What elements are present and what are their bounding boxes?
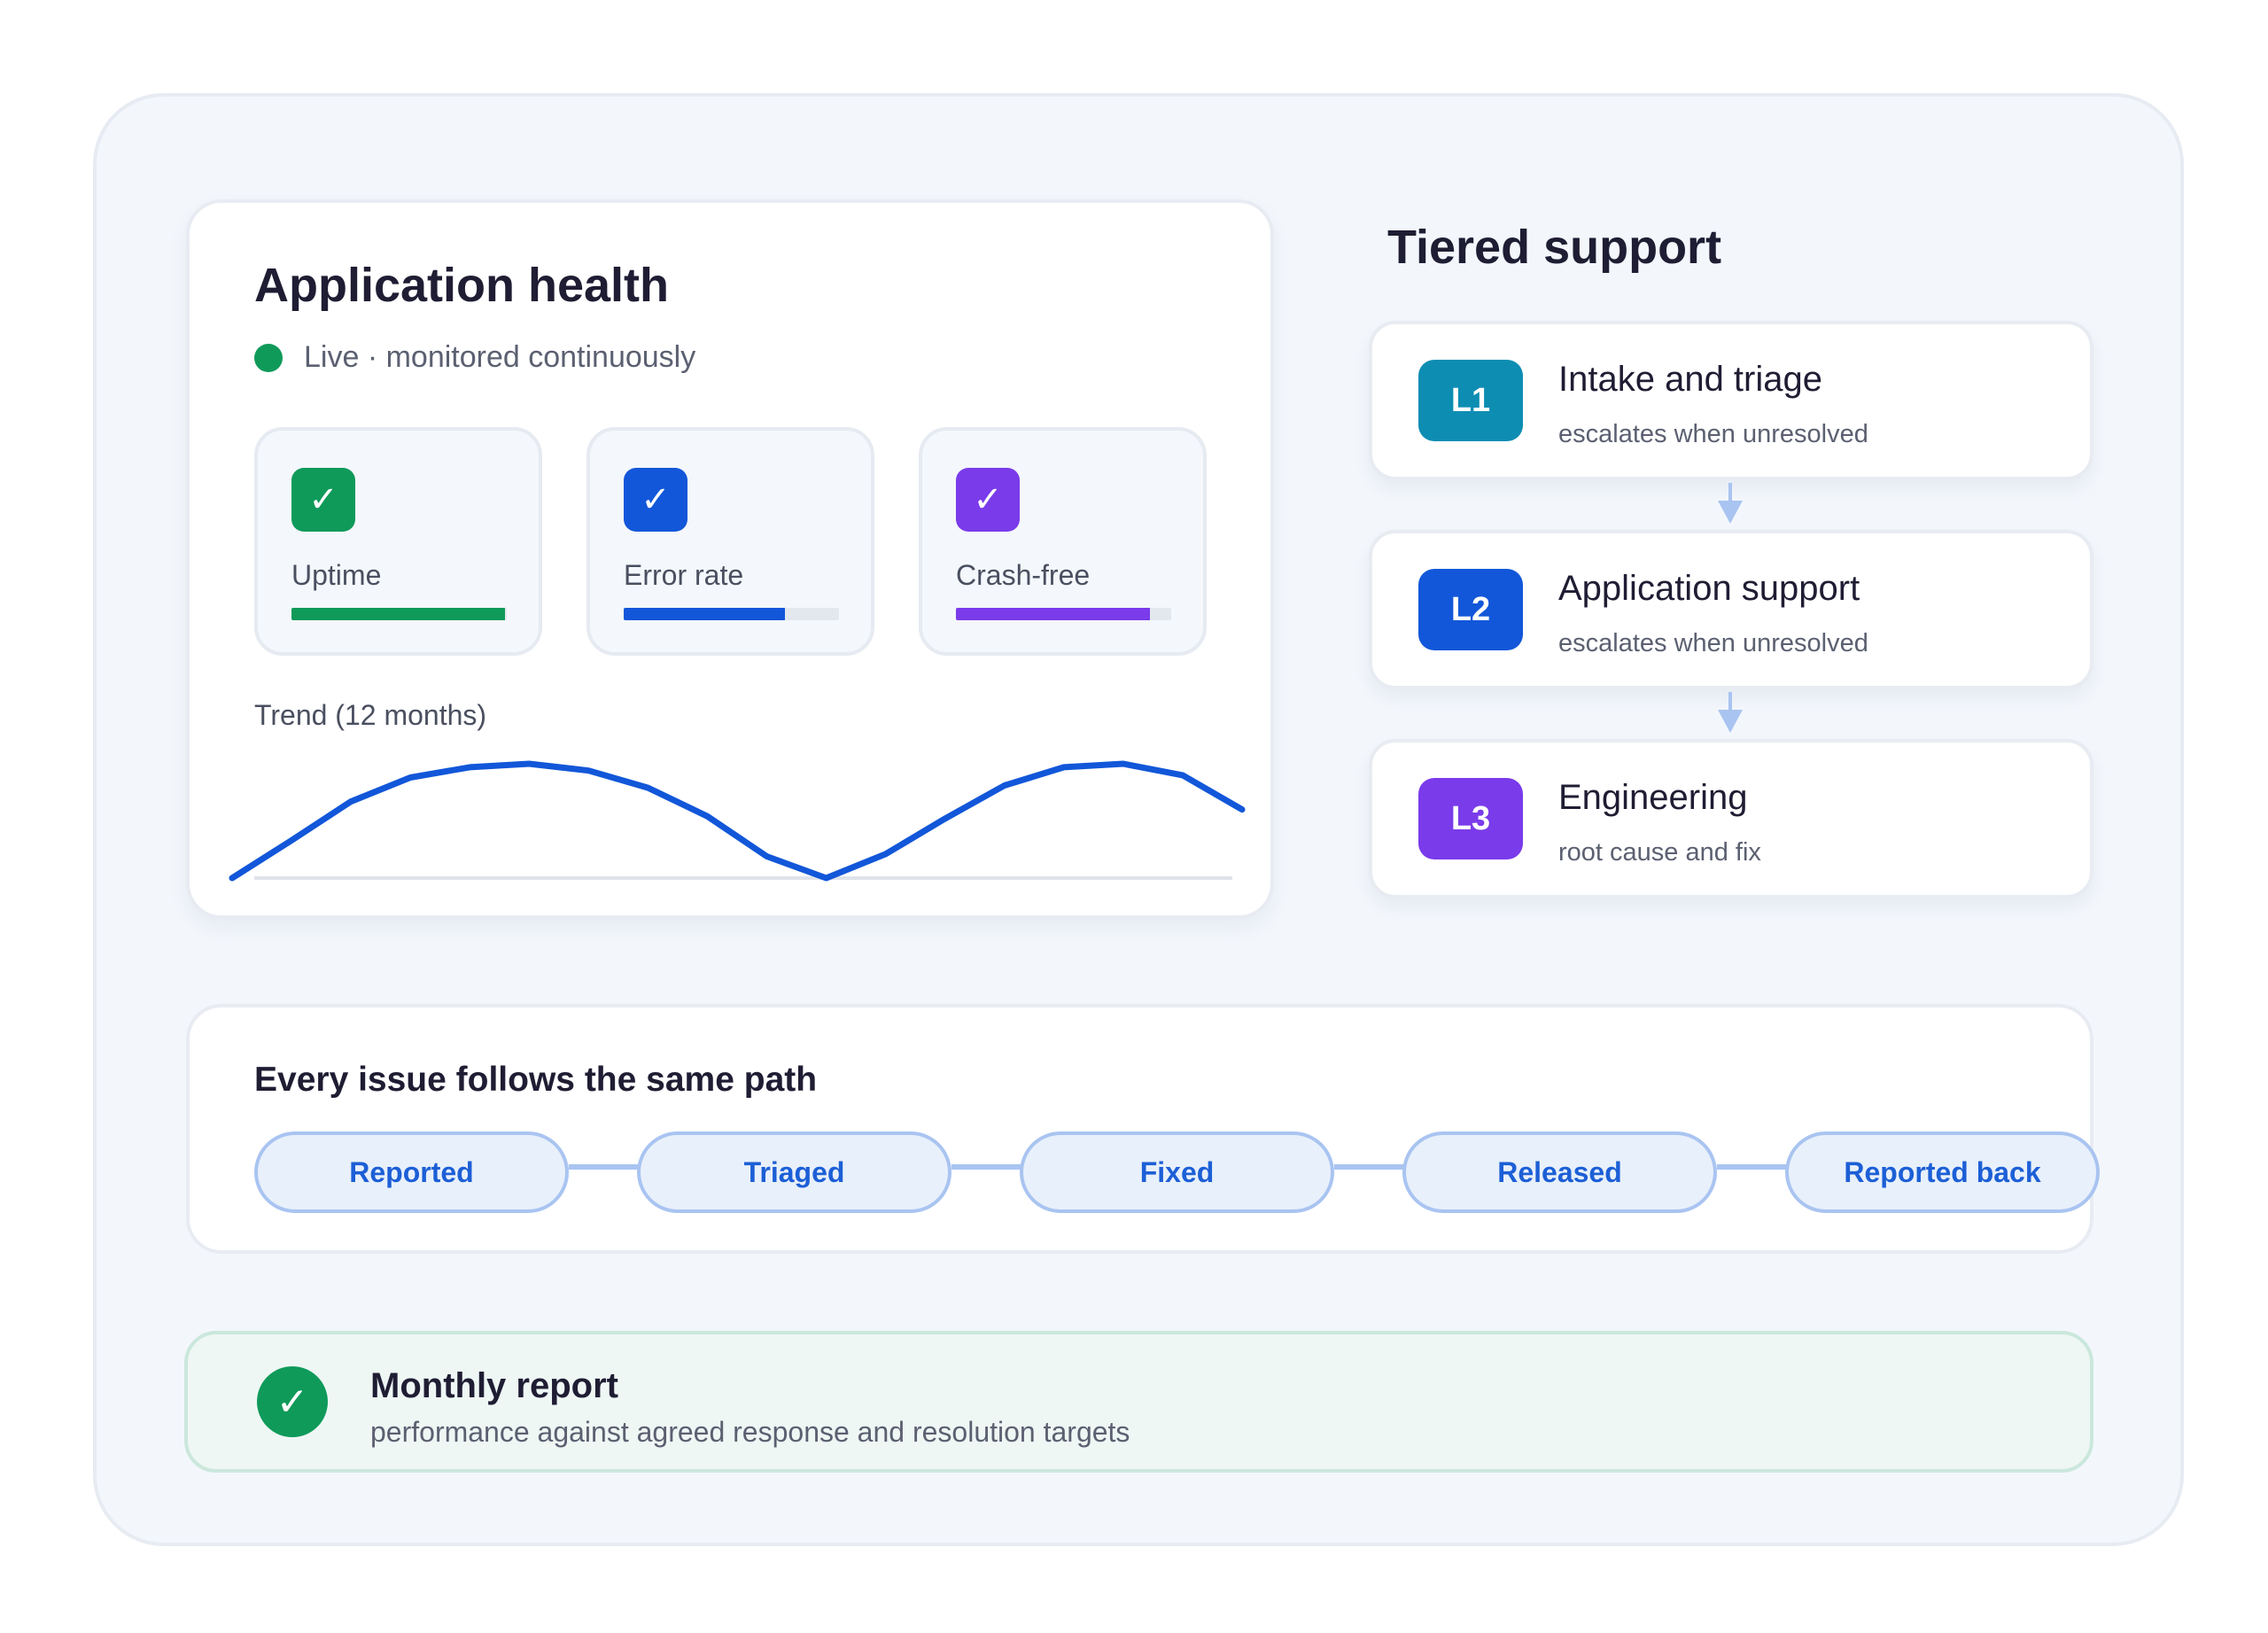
tier-l2-card: L2 Application support escalates when un… xyxy=(1369,530,2093,689)
live-status: Live · monitored continuously xyxy=(254,340,695,375)
application-health-title: Application health xyxy=(254,259,670,312)
tier-name: Application support xyxy=(1558,569,1860,608)
tier-name: Engineering xyxy=(1558,778,1748,817)
check-icon: ✓ xyxy=(291,468,355,532)
tier-l3-card: L3 Engineering root cause and fix xyxy=(1369,739,2093,898)
tier-l1-card: L1 Intake and triage escalates when unre… xyxy=(1369,321,2093,480)
issue-path-card: Every issue follows the same path Report… xyxy=(186,1004,2100,1254)
live-status-text: Live · monitored continuously xyxy=(304,340,696,374)
metric-error-rate: ✓ Error rate xyxy=(586,427,874,656)
metric-bar-fill xyxy=(291,608,505,620)
check-icon: ✓ xyxy=(257,1366,328,1437)
metric-bar xyxy=(291,608,507,620)
metric-label: Uptime xyxy=(291,559,382,591)
tier-description: escalates when unresolved xyxy=(1558,420,1868,448)
arrow-down-icon xyxy=(1718,692,1743,733)
tier-description: root cause and fix xyxy=(1558,838,1761,867)
metric-crash-free: ✓ Crash-free xyxy=(919,427,1207,656)
tier-description: escalates when unresolved xyxy=(1558,629,1868,657)
monthly-report-description: performance against agreed response and … xyxy=(370,1416,1130,1448)
metric-bar xyxy=(956,608,1171,620)
trend-label: Trend (12 months) xyxy=(254,699,487,731)
path-connector xyxy=(1717,1164,1790,1170)
path-connector xyxy=(1334,1164,1407,1170)
monthly-report-banner: ✓ Monthly report performance against agr… xyxy=(184,1331,2093,1473)
tier-name: Intake and triage xyxy=(1558,360,1822,399)
path-step-triaged: Triaged xyxy=(637,1131,951,1213)
monthly-report-title: Monthly report xyxy=(370,1366,618,1405)
trend-line xyxy=(229,760,1246,882)
path-step-released: Released xyxy=(1402,1131,1717,1213)
tier-badge: L2 xyxy=(1418,569,1523,650)
application-health-card: Application health Live · monitored cont… xyxy=(186,199,1274,919)
trend-chart xyxy=(229,760,1246,882)
check-icon: ✓ xyxy=(956,468,1020,532)
arrow-down-icon xyxy=(1718,483,1743,524)
metric-label: Error rate xyxy=(624,559,744,591)
tiered-support-title: Tiered support xyxy=(1387,221,1722,274)
check-icon: ✓ xyxy=(624,468,687,532)
metric-bar-fill xyxy=(624,608,786,620)
path-step-fixed: Fixed xyxy=(1020,1131,1334,1213)
path-step-reported: Reported xyxy=(254,1131,569,1213)
metric-label: Crash-free xyxy=(956,559,1091,591)
metric-uptime: ✓ Uptime xyxy=(254,427,542,656)
metric-bar xyxy=(624,608,839,620)
path-connector xyxy=(951,1164,1024,1170)
path-connector xyxy=(569,1164,641,1170)
path-step-reported-back: Reported back xyxy=(1785,1131,2100,1213)
tier-badge: L3 xyxy=(1418,778,1523,859)
tier-badge: L1 xyxy=(1418,360,1523,441)
issue-path-title: Every issue follows the same path xyxy=(254,1061,818,1099)
metric-bar-fill xyxy=(956,608,1150,620)
live-dot-icon xyxy=(254,343,283,372)
